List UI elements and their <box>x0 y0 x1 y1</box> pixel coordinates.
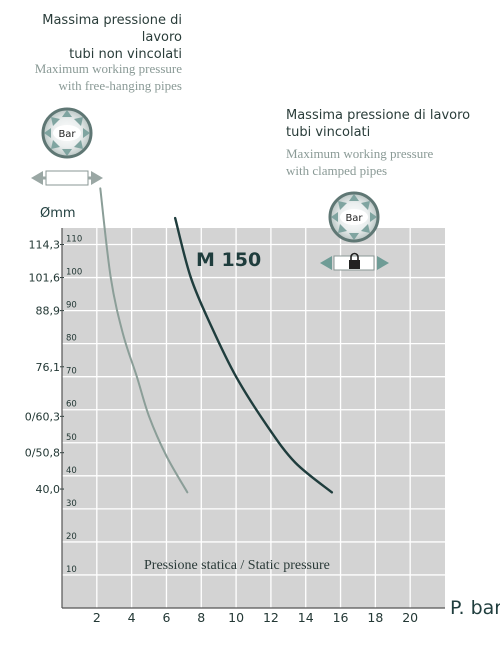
y-tick-label-30: 30 <box>66 499 77 509</box>
clamped-caption-en-line2: with clamped pipes <box>286 163 388 178</box>
free-caption-it-line1: Massima pressione di lavoro <box>42 13 182 45</box>
clamped-caption-italian: Massima pressione di lavoro tubi vincola… <box>286 107 470 141</box>
diameter-label-76,1: 76,1 <box>36 361 61 374</box>
x-tick-label-8: 8 <box>197 610 205 625</box>
x-tick-label-16: 16 <box>333 610 349 625</box>
y-tick-label-110: 110 <box>66 235 82 245</box>
x-tick-label-14: 14 <box>298 610 314 625</box>
series-line-clamped <box>173 216 334 494</box>
axes <box>60 228 445 609</box>
y-tick-label-80: 80 <box>66 334 77 344</box>
y-tick-label-40: 40 <box>66 466 77 476</box>
y-tick-label-10: 10 <box>66 565 77 575</box>
free-caption-italian: Massima pressione di lavoro tubi non vin… <box>0 12 182 63</box>
free-caption-it-line2: tubi non vincolati <box>69 47 182 62</box>
pressure-gauge-clamped-icon: Bar <box>328 191 380 243</box>
x-axis-title: P. bar <box>450 597 500 619</box>
padlock-pipe-icon <box>320 252 389 271</box>
y-tick-label-90: 90 <box>66 301 77 311</box>
diameter-label-114,3: 114,3 <box>29 239 61 252</box>
clamped-caption-en-line1: Maximum working pressure <box>286 146 434 161</box>
free-caption-en-line2: with free-hanging pipes <box>58 78 182 93</box>
x-tick-label-4: 4 <box>128 610 136 625</box>
y-tick-label-70: 70 <box>66 367 77 377</box>
static-pressure-annotation: Pressione statica / Static pressure <box>144 558 330 573</box>
plot-area <box>62 228 445 608</box>
diameter-label-0/60,3: 0/60,3 <box>25 410 60 423</box>
x-tick-label-18: 18 <box>367 610 383 625</box>
x-tick-label-10: 10 <box>228 610 244 625</box>
clamped-caption-it-line1: Massima pressione di lavoro <box>286 108 471 123</box>
x-tick-label-2: 2 <box>93 610 101 625</box>
y-tick-label-20: 20 <box>66 532 77 542</box>
free-caption-en-line1: Maximum working pressure <box>34 61 182 76</box>
x-tick-label-6: 6 <box>162 610 170 625</box>
grid <box>62 228 445 608</box>
y-tick-label-100: 100 <box>66 268 82 278</box>
x-tick-label-20: 20 <box>402 610 418 625</box>
gauge-clamped-bar-label: Bar <box>345 213 363 224</box>
y-tick-label-50: 50 <box>66 433 77 443</box>
clamped-caption-english: Maximum working pressure with clamped pi… <box>286 145 433 179</box>
gauge-bar-label: Bar <box>58 129 76 140</box>
series <box>99 187 334 494</box>
clamped-caption-it-line2: tubi vincolati <box>286 125 371 140</box>
pressure-gauge-icon: Bar <box>41 107 93 159</box>
y-tick-label-60: 60 <box>66 400 77 410</box>
x-tick-label-12: 12 <box>263 610 279 625</box>
diameter-label-101,6: 101,6 <box>29 272 61 285</box>
y-axis-title: Ømm <box>40 206 76 221</box>
series-line-free-hanging <box>99 187 189 494</box>
free-caption-english: Maximum working pressure with free-hangi… <box>0 60 182 94</box>
diameter-label-40,0: 40,0 <box>36 483 61 496</box>
model-label: M 150 <box>196 249 261 271</box>
arrow-pipe-icon <box>31 170 103 186</box>
diameter-label-0/50,8: 0/50,8 <box>25 447 60 460</box>
tick-labels: 2 4 6 8 10 12 14 16 18 20 10 20 30 40 50 60 70 80 90 100 110… <box>25 235 418 625</box>
diameter-label-88,9: 88,9 <box>36 305 61 318</box>
